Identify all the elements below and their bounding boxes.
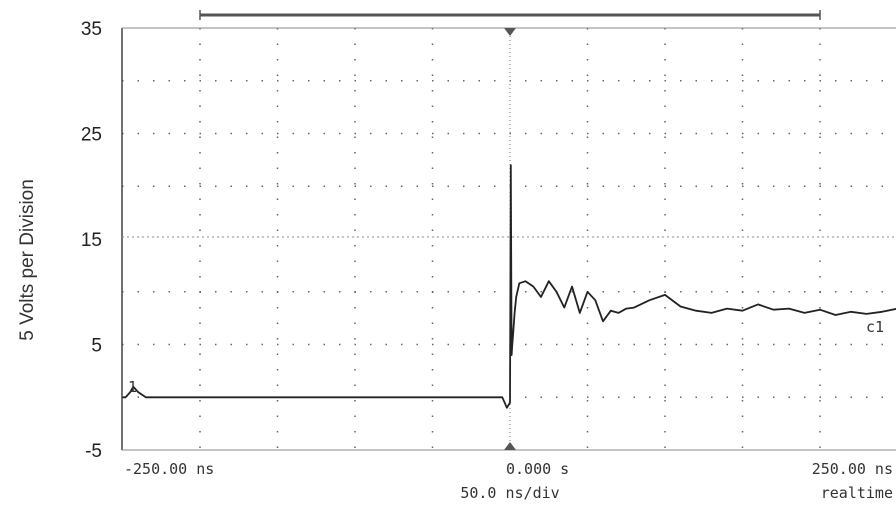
timebase-label: 50.0 ns/div xyxy=(460,484,559,502)
trigger-marker xyxy=(504,28,516,450)
acquisition-mode-label: realtime xyxy=(821,484,893,502)
y-tick-label: 5 xyxy=(91,336,102,357)
y-tick-label: 35 xyxy=(81,19,102,40)
channel-marker: 1 xyxy=(128,378,137,396)
y-tick-labels: 35 25 15 5 -5 xyxy=(81,19,102,462)
y-axis-label: 5 Volts per Division xyxy=(17,179,38,341)
x-tick-label: 0.000 s xyxy=(506,460,569,478)
series-line-c1 xyxy=(122,164,896,409)
x-tick-label: 250.00 ns xyxy=(812,460,893,478)
y-tick-label: 25 xyxy=(81,125,102,146)
x-tick-label: -250.00 ns xyxy=(124,460,214,478)
grid xyxy=(122,28,896,450)
timebase-bracket xyxy=(199,10,821,20)
x-tick-labels: -250.00 ns 0.000 s 250.00 ns xyxy=(124,460,893,478)
series-end-label: c1 xyxy=(866,318,884,336)
y-tick-label: 15 xyxy=(81,230,102,251)
y-tick-label: -5 xyxy=(85,441,102,462)
